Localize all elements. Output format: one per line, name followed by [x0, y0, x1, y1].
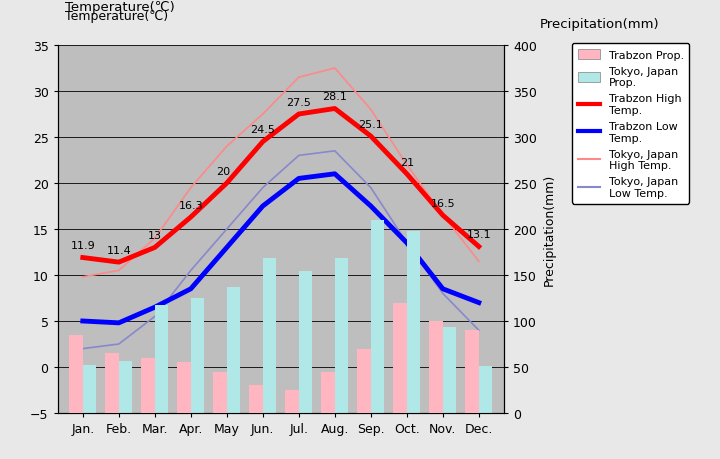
- Bar: [141, 358, 155, 413]
- Bar: [105, 353, 119, 413]
- Line: Trabzon High
Temp.: Trabzon High Temp.: [83, 109, 479, 263]
- Tokyo, Japan
High Temp.: [366, 107, 375, 113]
- Text: Precipitation(mm): Precipitation(mm): [540, 18, 660, 31]
- Trabzon Low
Temp.: [474, 300, 483, 306]
- Text: 25.1: 25.1: [359, 120, 383, 129]
- Trabzon Low
Temp.: [438, 286, 447, 292]
- Bar: [249, 386, 263, 413]
- Tokyo, Japan
High Temp.: [438, 213, 447, 218]
- Trabzon High
Temp.: [186, 215, 195, 220]
- Tokyo, Japan
Low Temp.: [114, 341, 123, 347]
- Trabzon High
Temp.: [114, 260, 123, 265]
- Trabzon High
Temp.: [78, 255, 87, 261]
- Tokyo, Japan
High Temp.: [474, 259, 483, 264]
- Bar: [371, 220, 384, 413]
- Tokyo, Japan
Low Temp.: [150, 314, 159, 319]
- Trabzon Low
Temp.: [294, 176, 303, 182]
- Trabzon Low
Temp.: [222, 245, 231, 251]
- Tokyo, Japan
Low Temp.: [366, 185, 375, 191]
- Tokyo, Japan
Low Temp.: [294, 153, 303, 159]
- Bar: [213, 372, 227, 413]
- Trabzon Low
Temp.: [366, 204, 375, 209]
- Trabzon Low
Temp.: [78, 319, 87, 324]
- Bar: [177, 363, 191, 413]
- Text: Temperature(℃): Temperature(℃): [65, 10, 168, 23]
- Bar: [119, 362, 132, 413]
- Tokyo, Japan
High Temp.: [330, 66, 339, 72]
- Text: 20: 20: [216, 167, 230, 176]
- Tokyo, Japan
Low Temp.: [330, 149, 339, 154]
- Bar: [69, 335, 83, 413]
- Text: 27.5: 27.5: [287, 98, 311, 107]
- Text: 11.9: 11.9: [71, 241, 95, 251]
- Line: Tokyo, Japan
Low Temp.: Tokyo, Japan Low Temp.: [83, 151, 479, 349]
- Bar: [429, 321, 443, 413]
- Bar: [155, 306, 168, 413]
- Bar: [465, 330, 479, 413]
- Bar: [479, 366, 492, 413]
- Text: 21: 21: [400, 157, 414, 167]
- Legend: Trabzon Prop., Tokyo, Japan
Prop., Trabzon High
Temp., Trabzon Low
Temp., Tokyo,: Trabzon Prop., Tokyo, Japan Prop., Trabz…: [572, 44, 689, 204]
- Bar: [393, 303, 407, 413]
- Text: 24.5: 24.5: [251, 125, 275, 135]
- Text: 16.3: 16.3: [179, 201, 203, 210]
- Trabzon High
Temp.: [150, 245, 159, 251]
- Trabzon High
Temp.: [294, 112, 303, 118]
- Trabzon Low
Temp.: [402, 241, 411, 246]
- Trabzon High
Temp.: [402, 172, 411, 177]
- Trabzon Low
Temp.: [330, 172, 339, 177]
- Trabzon High
Temp.: [258, 140, 267, 145]
- Tokyo, Japan
Low Temp.: [474, 328, 483, 333]
- Tokyo, Japan
Low Temp.: [258, 185, 267, 191]
- Trabzon Low
Temp.: [114, 320, 123, 326]
- Trabzon High
Temp.: [366, 134, 375, 140]
- Tokyo, Japan
High Temp.: [150, 236, 159, 241]
- Bar: [263, 259, 276, 413]
- Text: 13: 13: [148, 231, 162, 241]
- Text: Temperature(℃): Temperature(℃): [65, 1, 174, 14]
- Trabzon High
Temp.: [474, 244, 483, 250]
- Tokyo, Japan
High Temp.: [402, 162, 411, 168]
- Tokyo, Japan
High Temp.: [294, 75, 303, 81]
- Tokyo, Japan
High Temp.: [186, 185, 195, 191]
- Text: 28.1: 28.1: [323, 92, 347, 102]
- Bar: [227, 287, 240, 413]
- Line: Trabzon Low
Temp.: Trabzon Low Temp.: [83, 174, 479, 323]
- Text: 11.4: 11.4: [107, 246, 131, 255]
- Bar: [285, 390, 299, 413]
- Tokyo, Japan
Low Temp.: [222, 227, 231, 232]
- Bar: [321, 372, 335, 413]
- Text: 16.5: 16.5: [431, 199, 455, 208]
- Text: 13.1: 13.1: [467, 230, 491, 240]
- Trabzon Low
Temp.: [258, 204, 267, 209]
- Bar: [443, 328, 456, 413]
- Trabzon High
Temp.: [222, 181, 231, 186]
- Tokyo, Japan
Low Temp.: [186, 268, 195, 274]
- Bar: [335, 259, 348, 413]
- Bar: [83, 365, 96, 413]
- Tokyo, Japan
High Temp.: [222, 144, 231, 150]
- Tokyo, Japan
High Temp.: [78, 274, 87, 280]
- Bar: [299, 272, 312, 413]
- Tokyo, Japan
Low Temp.: [78, 346, 87, 352]
- Line: Tokyo, Japan
High Temp.: Tokyo, Japan High Temp.: [83, 69, 479, 277]
- Trabzon High
Temp.: [330, 106, 339, 112]
- Tokyo, Japan
High Temp.: [114, 268, 123, 274]
- Bar: [357, 349, 371, 413]
- Bar: [191, 298, 204, 413]
- Trabzon Low
Temp.: [186, 286, 195, 292]
- Tokyo, Japan
Low Temp.: [438, 291, 447, 297]
- Tokyo, Japan
High Temp.: [258, 112, 267, 118]
- Trabzon High
Temp.: [438, 213, 447, 218]
- Trabzon Low
Temp.: [150, 305, 159, 310]
- Tokyo, Japan
Low Temp.: [402, 241, 411, 246]
- Bar: [407, 231, 420, 413]
- Y-axis label: Precipitation(mm): Precipitation(mm): [542, 174, 555, 285]
